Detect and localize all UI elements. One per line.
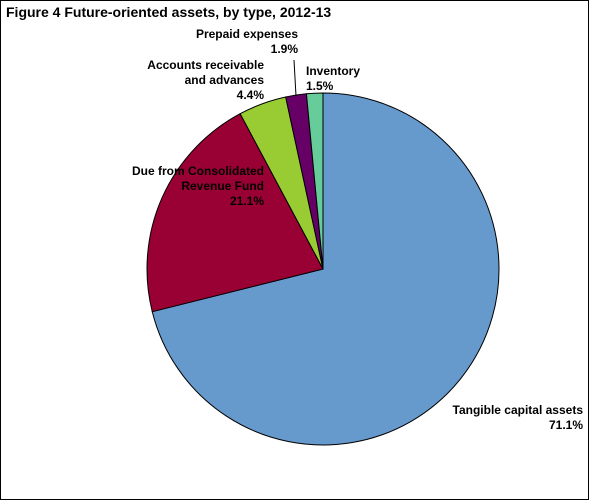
- slice-name-label-4: Prepaid expenses: [196, 27, 298, 41]
- slice-name-label-2: Revenue Fund: [181, 179, 264, 193]
- slice-value-label-2: 21.1%: [230, 194, 264, 208]
- chart-title: Figure 4 Future-oriented assets, by type…: [6, 4, 332, 20]
- slice-name-label-3: Accounts receivable: [147, 58, 264, 72]
- leader-line-4: [293, 59, 297, 97]
- slice-name-label-5: Inventory: [306, 64, 360, 78]
- pie-slice-2: [146, 113, 324, 313]
- slice-value-label-5: 1.5%: [306, 79, 334, 93]
- pie-slice-5: [305, 92, 324, 270]
- slice-value-label-1: 71.1%: [549, 418, 583, 432]
- slice-value-label-3: 4.4%: [237, 88, 265, 102]
- pie-slice-1: [151, 92, 500, 446]
- slice-name-label-1: Tangible capital assets: [453, 403, 584, 417]
- slice-name-label-3: and advances: [185, 73, 265, 87]
- slice-name-label-2: Due from Consolidated: [132, 164, 264, 178]
- slice-value-label-4: 1.9%: [271, 42, 299, 56]
